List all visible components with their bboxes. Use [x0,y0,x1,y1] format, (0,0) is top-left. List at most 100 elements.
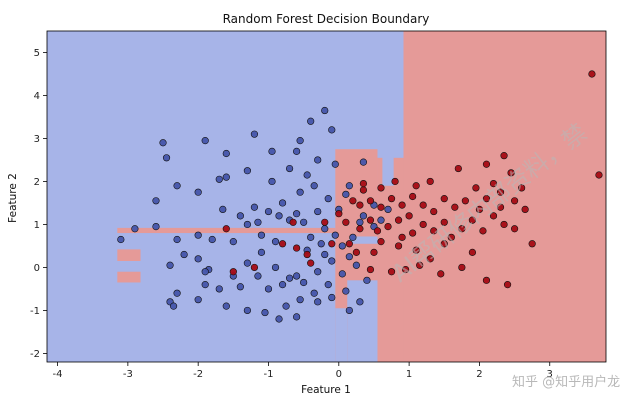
scatter-point-class0-101 [359,212,368,220]
scatter-point-class0-39 [250,203,259,211]
scatter-point-class1-6 [412,182,420,190]
y-tick-label: -1 [30,306,40,317]
scatter-point-class0-31 [257,231,266,239]
scatter-point-class1-10 [349,197,357,205]
scatter-point-class0-43 [324,195,332,203]
scatter-point-class1-67 [345,240,353,248]
scatter-point-class0-66 [328,257,336,265]
scatter-point-class0-4 [250,130,259,138]
x-tick-label: 2 [476,369,482,380]
decision-region-7 [117,249,141,261]
decision-region-0 [403,31,606,362]
scatter-point-class1-18 [398,233,406,241]
scatter-point-class1-37 [430,207,438,216]
scatter-point-class0-25 [152,222,160,231]
scatter-point-class1-61 [416,261,424,269]
scatter-point-class0-61 [257,248,266,256]
scatter-point-class1-50 [518,184,526,192]
scatter-point-class0-1 [162,154,171,162]
scatter-point-class0-29 [229,238,237,246]
scatter-point-class0-74 [264,285,273,293]
scatter-point-class0-57 [194,255,202,263]
scatter-point-class1-80 [307,259,315,267]
scatter-point-class0-56 [166,261,174,269]
scatter-point-class1-35 [451,203,459,211]
scatter-point-class0-23 [117,235,125,244]
scatter-point-class0-91 [345,306,353,315]
scatter-point-class0-11 [314,156,322,164]
scatter-point-class1-31 [528,240,536,248]
scatter-point-class0-88 [296,296,304,304]
scatter-point-class0-60 [243,259,251,267]
chart-title: Random Forest Decision Boundary [223,12,430,26]
scatter-point-class1-52 [377,238,385,246]
scatter-point-class0-93 [342,287,350,295]
scatter-point-class0-90 [328,293,336,302]
scatter-point-class1-66 [359,180,368,188]
scatter-point-class1-77 [405,212,413,220]
scatter-point-class0-28 [208,235,216,244]
scatter-point-class1-27 [489,212,498,220]
scatter-point-class0-6 [293,147,301,155]
y-tick-label: 3 [34,134,40,145]
scatter-point-class0-85 [261,308,269,317]
scatter-point-class1-45 [496,188,505,196]
scatter-point-class0-69 [338,270,346,278]
scatter-point-class0-30 [243,220,251,229]
x-axis-label: Feature 1 [301,384,351,396]
scatter-point-class1-7 [391,177,399,186]
scatter-point-class1-17 [394,216,403,224]
scatter-point-class1-16 [384,222,392,231]
scatter-point-class0-92 [356,298,364,306]
scatter-point-class1-74 [303,250,311,259]
decision-region-4 [347,280,378,362]
decision-regions [47,31,606,362]
scatter-point-class0-103 [321,250,329,259]
y-tick-label: 5 [34,48,40,59]
scatter-point-class1-9 [359,186,368,194]
scatter-point-class1-57 [482,276,491,284]
x-tick-label: 0 [336,369,342,380]
scatter-point-class0-17 [215,175,223,183]
scatter-point-class1-15 [373,227,382,235]
decision-region-9 [382,155,394,186]
scatter-point-class0-81 [169,302,178,310]
scatter-point-class1-38 [419,201,427,209]
scatter-point-class0-73 [278,281,287,289]
scatter-point-class1-43 [366,197,375,205]
data-points [117,70,603,323]
watermark-corner-text: 知乎 @知乎用户龙 [512,374,620,390]
scatter-point-class1-75 [328,240,336,248]
scatter-point-class0-15 [243,167,251,175]
scatter-point-class0-79 [173,289,181,297]
scatter-point-class1-51 [394,242,403,250]
scatter-point-class0-3 [222,149,230,158]
scatter-point-class0-24 [131,225,139,233]
scatter-point-class0-87 [282,302,290,310]
scatter-point-class1-28 [500,220,508,229]
scatter-point-class0-51 [307,233,315,241]
x-tick-label: 1 [406,369,412,380]
y-tick-label: 1 [34,220,40,231]
scatter-point-class1-53 [412,246,420,254]
scatter-point-class0-36 [321,225,329,233]
scatter-point-class0-47 [236,212,244,220]
scatter-point-class1-29 [510,225,519,233]
scatter-point-class0-7 [296,137,304,145]
scatter-point-class0-53 [331,231,339,239]
scatter-point-class0-19 [173,182,181,190]
scatter-point-class1-26 [479,227,487,235]
scatter-point-class0-75 [254,272,262,280]
scatter-point-class1-79 [496,203,505,211]
scatter-point-class0-97 [356,218,364,226]
scatter-point-class0-64 [300,278,308,287]
decision-region-5 [349,236,378,244]
plot-frame [46,30,607,363]
scatter-point-class1-68 [321,218,329,226]
scatter-point-class1-39 [409,192,417,201]
scatter-point-class1-73 [278,240,287,248]
scatter-point-class1-58 [503,281,512,289]
scatter-point-class1-59 [458,263,466,272]
